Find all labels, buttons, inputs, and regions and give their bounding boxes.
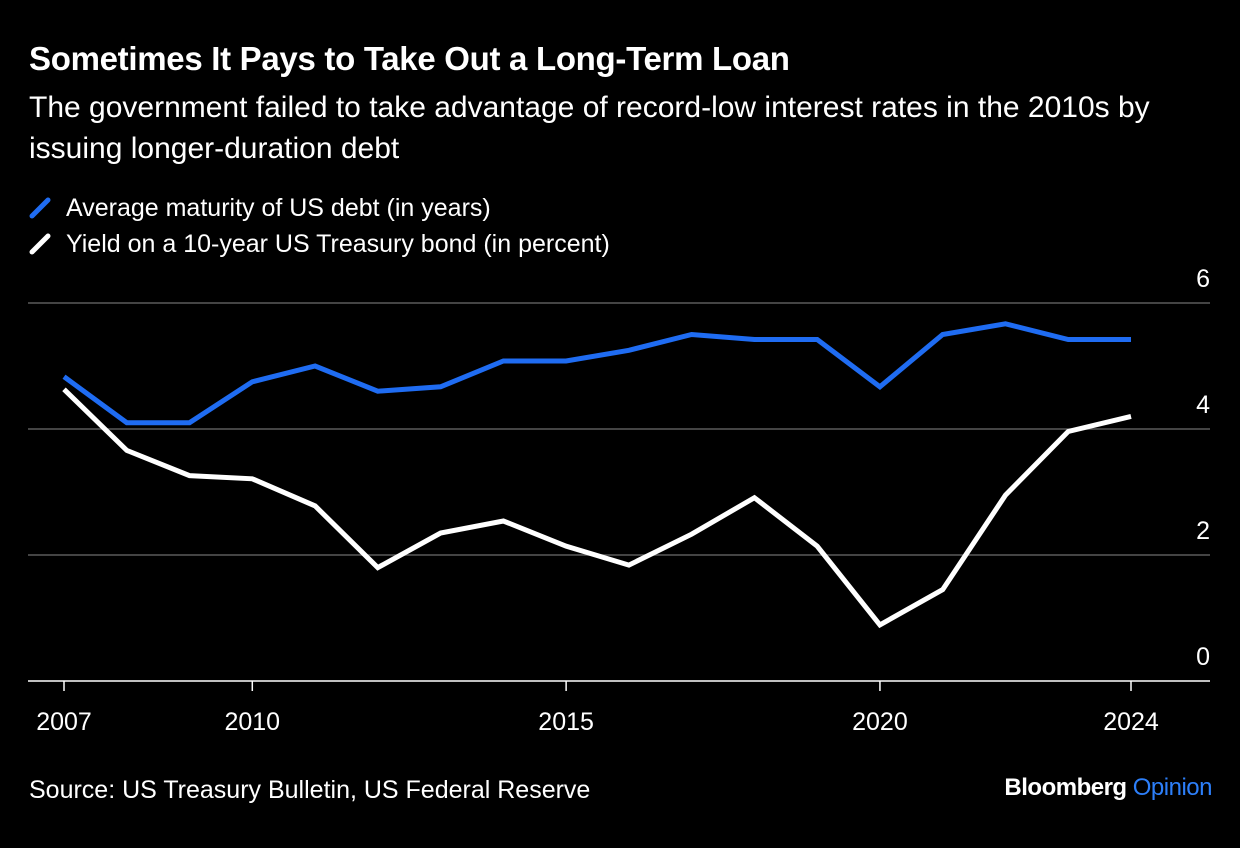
x-tick-label-2007: 2007 [36,708,92,736]
x-tick-label-2020: 2020 [852,708,908,736]
x-tick-label-2015: 2015 [538,708,594,736]
maturity-line [62,321,1131,426]
y-tick-label-4: 4 [1196,391,1210,419]
legend-label-yield: Yield on a 10-year US Treasury bond (in … [66,229,610,258]
legend-swatch-yield [29,233,51,255]
legend: Average maturity of US debt (in years) Y… [29,190,610,262]
x-tick-label-2010: 2010 [224,708,280,736]
brand-name: Bloomberg [1004,774,1127,801]
brand-section: Opinion [1132,774,1213,801]
x-tick-label-2024: 2024 [1103,708,1159,736]
legend-swatch-maturity [29,197,51,219]
legend-item-maturity: Average maturity of US debt (in years) [29,190,610,226]
source-note: Source: US Treasury Bulletin, US Federal… [29,776,591,804]
y-tick-label-2: 2 [1196,517,1210,545]
chart-title: Sometimes It Pays to Take Out a Long-Ter… [29,40,790,77]
y-tick-label-6: 6 [1196,265,1210,293]
legend-label-maturity: Average maturity of US debt (in years) [66,193,491,222]
y-tick-label-0: 0 [1196,643,1210,671]
brand-logo: Bloomberg Opinion [1004,774,1212,802]
chart-subtitle: The government failed to take advantage … [29,91,1150,165]
yield-line [62,387,1132,629]
legend-item-yield: Yield on a 10-year US Treasury bond (in … [29,226,610,262]
